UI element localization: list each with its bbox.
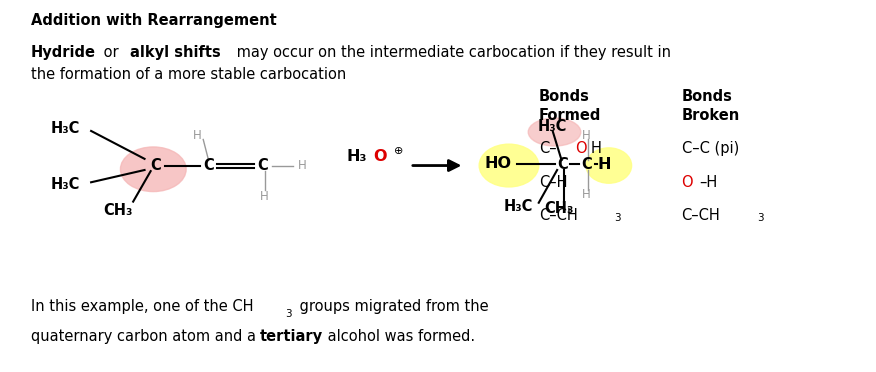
Text: C–: C– [539, 141, 556, 156]
Text: 3: 3 [285, 309, 292, 318]
Ellipse shape [586, 148, 632, 183]
Text: H: H [298, 159, 307, 172]
Text: H₃C: H₃C [51, 121, 81, 136]
Text: C–CH: C–CH [539, 208, 577, 223]
Text: In this example, one of the CH: In this example, one of the CH [31, 299, 253, 314]
Text: H: H [582, 188, 590, 201]
Text: CH₃: CH₃ [544, 201, 574, 216]
Text: Addition with Rearrangement: Addition with Rearrangement [31, 13, 277, 28]
Text: CH₃: CH₃ [103, 203, 133, 218]
Text: 3: 3 [614, 213, 621, 222]
Text: C–H: C–H [539, 175, 568, 190]
Text: or: or [99, 45, 124, 60]
Text: ⊕: ⊕ [394, 146, 404, 156]
Text: the formation of a more stable carbocation: the formation of a more stable carbocati… [31, 67, 346, 82]
Text: C: C [557, 157, 568, 172]
Text: quaternary carbon atom and a: quaternary carbon atom and a [31, 329, 260, 344]
Text: H₃C: H₃C [504, 199, 533, 214]
Text: H: H [597, 157, 611, 172]
Ellipse shape [120, 147, 186, 192]
Text: C: C [203, 158, 214, 173]
Text: H₃: H₃ [346, 150, 366, 164]
Text: H₃C: H₃C [51, 177, 81, 192]
Text: Bonds: Bonds [682, 89, 732, 104]
Text: tertiary: tertiary [259, 329, 322, 344]
Text: H: H [582, 129, 590, 142]
Text: Bonds: Bonds [539, 89, 590, 104]
Text: C–CH: C–CH [682, 208, 720, 223]
Text: –H: –H [699, 175, 717, 190]
Text: O: O [373, 150, 386, 164]
Text: may occur on the intermediate carbocation if they result in: may occur on the intermediate carbocatio… [232, 45, 671, 60]
Text: C: C [151, 158, 161, 173]
Text: Broken: Broken [682, 108, 739, 123]
Text: O: O [682, 175, 693, 190]
Text: O: O [576, 141, 587, 156]
Text: C: C [258, 158, 268, 173]
Text: 3: 3 [757, 213, 764, 222]
Text: H: H [590, 141, 601, 156]
Text: HO: HO [484, 156, 512, 171]
Text: H₃C: H₃C [538, 119, 568, 134]
Text: alkyl shifts: alkyl shifts [130, 45, 221, 60]
Text: C–C (pi): C–C (pi) [682, 141, 738, 156]
Text: C: C [582, 157, 592, 172]
Ellipse shape [479, 144, 539, 187]
Text: alcohol was formed.: alcohol was formed. [323, 329, 476, 344]
Text: H: H [260, 190, 269, 203]
Text: H: H [193, 129, 201, 142]
Text: groups migrated from the: groups migrated from the [295, 299, 489, 314]
Ellipse shape [528, 118, 581, 146]
Text: Formed: Formed [539, 108, 601, 123]
Text: Hydride: Hydride [31, 45, 95, 60]
